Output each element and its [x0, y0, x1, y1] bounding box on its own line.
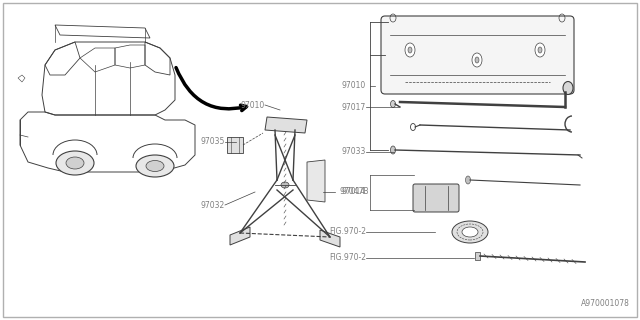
- Ellipse shape: [462, 227, 478, 237]
- FancyBboxPatch shape: [413, 184, 459, 212]
- Ellipse shape: [472, 53, 482, 67]
- Ellipse shape: [56, 151, 94, 175]
- Polygon shape: [230, 227, 250, 245]
- Polygon shape: [320, 230, 340, 247]
- Ellipse shape: [390, 146, 396, 154]
- Ellipse shape: [136, 155, 174, 177]
- Text: 97035: 97035: [200, 138, 225, 147]
- Ellipse shape: [475, 57, 479, 63]
- Text: 97017: 97017: [342, 102, 366, 111]
- Ellipse shape: [408, 47, 412, 53]
- Ellipse shape: [405, 43, 415, 57]
- Ellipse shape: [563, 82, 573, 94]
- Text: 97010: 97010: [241, 100, 265, 109]
- Ellipse shape: [146, 161, 164, 172]
- Ellipse shape: [465, 176, 470, 184]
- Text: A970001078: A970001078: [581, 299, 630, 308]
- Ellipse shape: [281, 182, 289, 188]
- Text: 97010: 97010: [342, 82, 366, 91]
- Text: 97033: 97033: [342, 148, 366, 156]
- Text: 97032: 97032: [201, 201, 225, 210]
- Ellipse shape: [452, 221, 488, 243]
- Text: 97014: 97014: [342, 188, 366, 196]
- Ellipse shape: [535, 43, 545, 57]
- FancyBboxPatch shape: [381, 16, 574, 94]
- Bar: [227, 137, 243, 153]
- Text: 97047B: 97047B: [340, 188, 369, 196]
- Text: FIG.970-2: FIG.970-2: [329, 253, 366, 262]
- Text: FIG.970-2: FIG.970-2: [329, 228, 366, 236]
- Ellipse shape: [66, 157, 84, 169]
- Polygon shape: [265, 117, 307, 133]
- Ellipse shape: [538, 47, 542, 53]
- Ellipse shape: [390, 100, 396, 108]
- Polygon shape: [475, 252, 480, 260]
- Polygon shape: [307, 160, 325, 202]
